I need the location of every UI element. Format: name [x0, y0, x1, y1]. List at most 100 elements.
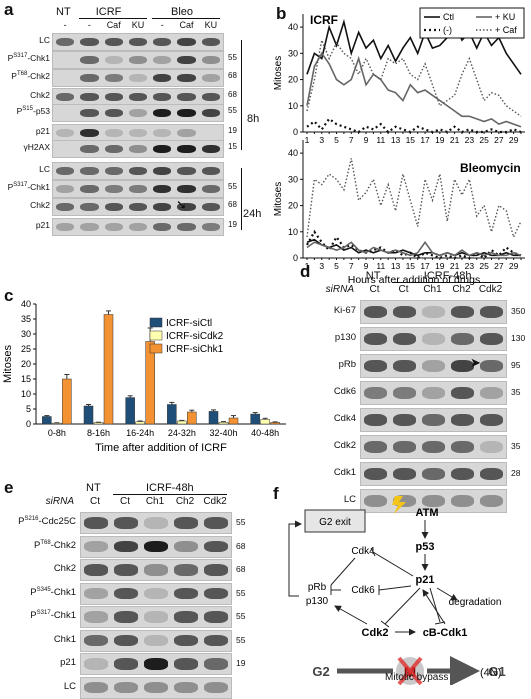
- mw-marker: 28: [511, 468, 521, 478]
- blot-band: [422, 467, 445, 481]
- blot-band: [104, 55, 123, 65]
- lane-label: Ch1: [423, 284, 442, 295]
- series-line: [306, 117, 522, 134]
- g1-label: G1: [488, 664, 505, 679]
- panel-b-label: b: [276, 4, 287, 23]
- y-axis-label: Mitoses: [273, 56, 284, 90]
- prb-node: pRb: [308, 582, 327, 593]
- header-nt: NT: [56, 6, 71, 18]
- x-tick-label: 8-16h: [87, 428, 110, 438]
- x-tick-label: 27: [494, 261, 504, 271]
- blot-band: [177, 73, 196, 83]
- sirna-label: siRNA: [45, 496, 74, 507]
- legend-box: [419, 7, 525, 39]
- bar: [218, 421, 229, 425]
- blot-band: [393, 359, 416, 373]
- blot-band: [114, 634, 138, 647]
- x-tick-label: 21: [450, 261, 460, 271]
- blot-strip: [52, 198, 224, 216]
- blot-band: [393, 386, 416, 400]
- blot-band: [153, 73, 172, 83]
- blot-band: [204, 681, 228, 694]
- g2-exit-box: G2 exit: [319, 517, 351, 528]
- lane-header: -: [160, 20, 164, 30]
- mw-marker: 68: [228, 90, 237, 99]
- lane-label: Ch2: [452, 284, 471, 295]
- blot-strip: [52, 69, 224, 87]
- x-tick-label: 27: [494, 135, 504, 145]
- blot-band: [153, 128, 172, 138]
- y-tick-label: 10: [21, 389, 31, 399]
- y-tick-label: 20: [21, 359, 31, 369]
- blot-band: [128, 37, 148, 47]
- blot-band: [84, 681, 108, 694]
- blot-row-label: Cdk1: [302, 467, 356, 478]
- bar: [187, 411, 197, 425]
- blot-band: [451, 386, 474, 400]
- blot-band: [174, 658, 198, 670]
- label-prefix: P: [11, 71, 17, 81]
- blot-band: [104, 128, 123, 138]
- x-tick-label: 29: [509, 135, 519, 145]
- x-tick-label: 5: [334, 135, 339, 145]
- label-superscript: S345: [36, 586, 51, 593]
- blot-band: [177, 144, 196, 154]
- blot-band: [84, 611, 108, 623]
- blot-band: [451, 332, 474, 346]
- blot-band: [480, 494, 503, 508]
- x-tick-label: 25: [479, 135, 489, 145]
- mw-marker: 55: [236, 517, 246, 527]
- lane-header: KU: [131, 20, 145, 30]
- blot-band: [56, 92, 75, 102]
- blot-band: [393, 467, 416, 481]
- label-superscript: T68: [16, 71, 28, 78]
- panel-a-label: a: [4, 0, 14, 19]
- blot-band: [204, 564, 228, 576]
- mw-marker: 68: [228, 200, 237, 209]
- label-prefix: P: [30, 586, 37, 598]
- blot-band: [114, 564, 138, 576]
- header-icrf-48h: ICRF-48h: [423, 270, 472, 282]
- blot-band: [153, 108, 172, 118]
- blot-band: [480, 359, 503, 373]
- mitotic-bypass-label: Mitotic bypass: [385, 672, 449, 683]
- label-tail: -Chk1: [27, 182, 50, 192]
- y-tick-label: 40: [288, 148, 298, 158]
- blot-row-label: PT68-Chk2: [2, 71, 50, 81]
- label-text: Cdk1: [333, 467, 356, 478]
- icrf-bracket: [78, 18, 147, 19]
- blot-band: [480, 413, 503, 427]
- label-superscript: S317: [13, 53, 28, 60]
- blot-row-label: LC: [0, 681, 76, 692]
- label-text: Cdk2: [333, 440, 356, 451]
- bleo-bracket: [151, 18, 220, 19]
- label-text: Cdk4: [333, 413, 356, 424]
- mw-marker: 68: [236, 540, 246, 551]
- blot-band: [201, 222, 220, 232]
- blot-band: [84, 517, 108, 529]
- x-tick-label: 19: [435, 135, 445, 145]
- x-tick-label: 1: [305, 261, 310, 271]
- x-tick-label: 3: [319, 261, 324, 271]
- header-icrf: ICRF: [95, 6, 122, 18]
- blot-band: [204, 634, 228, 647]
- blot-band: [177, 202, 196, 212]
- bar: [250, 413, 260, 425]
- x-tick-label: 15: [406, 261, 416, 271]
- blot-band: [480, 332, 503, 346]
- y-tick-label: 30: [21, 329, 31, 339]
- blot-band: [153, 144, 172, 154]
- x-tick-label: 5: [334, 261, 339, 271]
- blot-band: [128, 128, 148, 138]
- blot-band: [153, 92, 172, 102]
- blot-band: [201, 73, 220, 83]
- time-24h-label: 24h: [243, 208, 262, 220]
- bar: [135, 421, 145, 425]
- mw-marker: 55: [228, 106, 237, 115]
- lane-header: -: [87, 20, 91, 30]
- blot-band: [153, 166, 172, 176]
- time-8h-label: 8h: [247, 113, 260, 125]
- x-tick-label: 0-8h: [48, 428, 66, 438]
- x-tick-label: 13: [391, 135, 401, 145]
- blot-band: [451, 440, 474, 454]
